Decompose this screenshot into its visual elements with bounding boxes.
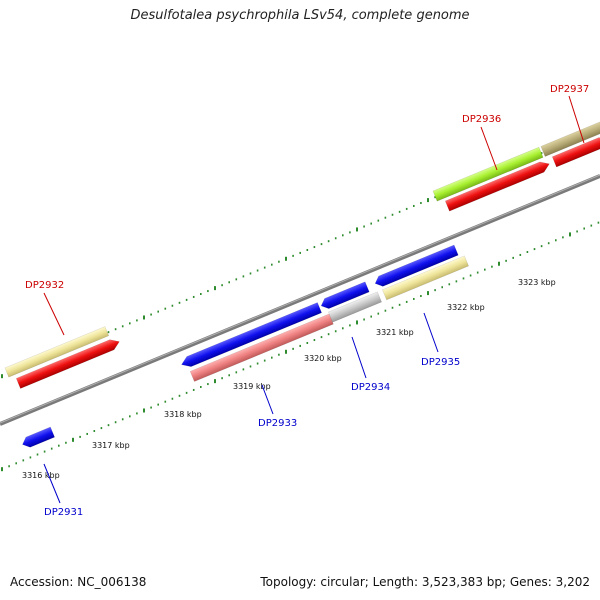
gene-label-dp2933[interactable]: DP2933 [258,418,297,429]
gene-label-dp2932[interactable]: DP2932 [25,280,64,291]
gene-label-dp2931[interactable]: DP2931 [44,507,83,518]
leader-dp2934 [351,336,367,379]
scale-label: 3323 kbp [518,278,556,287]
gene-dp2935[interactable] [373,244,459,289]
map-title: Desulfotalea psychrophila LSv54, complet… [130,8,470,23]
scale-label: 3317 kbp [92,441,130,450]
genome-summary: Topology: circular; Length: 3,523,383 bp… [260,575,590,589]
gene-track [4,121,600,450]
genome-backbone-highlight [0,174,600,424]
scale-label: 3321 kbp [376,328,414,337]
leader-dp2936 [480,126,498,171]
scale-label: 3322 kbp [447,303,485,312]
scale-labels: 3316 kbp 3317 kbp 3318 kbp 3319 kbp 3320… [22,278,556,480]
gene-label-dp2936[interactable]: DP2936 [462,114,501,125]
genome-backbone [0,174,600,426]
gene-label-dp2935[interactable]: DP2935 [421,357,460,368]
gene-dp2932[interactable] [15,337,121,389]
gene-dp2935-halo[interactable] [382,255,469,301]
gene-dp2934-halo[interactable] [328,291,382,323]
gene-dp2933[interactable] [179,302,322,370]
gene-label-dp2937[interactable]: DP2937 [550,84,589,95]
accession-label: Accession: NC_006138 [10,575,147,589]
leader-dp2935 [423,312,439,353]
gene-dp2936[interactable] [444,159,551,212]
scale-label: 3320 kbp [304,354,342,363]
gene-dp2932-halo[interactable] [4,326,110,378]
leader-dp2931 [43,463,61,504]
scale-label: 3316 kbp [22,471,60,480]
gene-dp2933-halo[interactable] [189,313,334,382]
leader-dp2932 [43,292,65,336]
gene-dp2931[interactable] [20,426,55,450]
leader-dp2937 [568,95,585,144]
scale-label: 3319 kbp [233,382,271,391]
gene-dp2937[interactable] [551,134,600,168]
scale-label: 3318 kbp [164,410,202,419]
gene-dp2934[interactable] [319,281,370,311]
leader-dp2933 [261,384,274,415]
gene-label-leaders [43,95,585,504]
gene-label-dp2934[interactable]: DP2934 [351,382,390,393]
gene-dp2937-halo[interactable] [540,121,600,157]
gene-labels: DP2931 DP2932 DP2933 DP2934 DP2935 DP293… [25,84,589,518]
gene-dp2936-halo[interactable] [432,146,544,202]
